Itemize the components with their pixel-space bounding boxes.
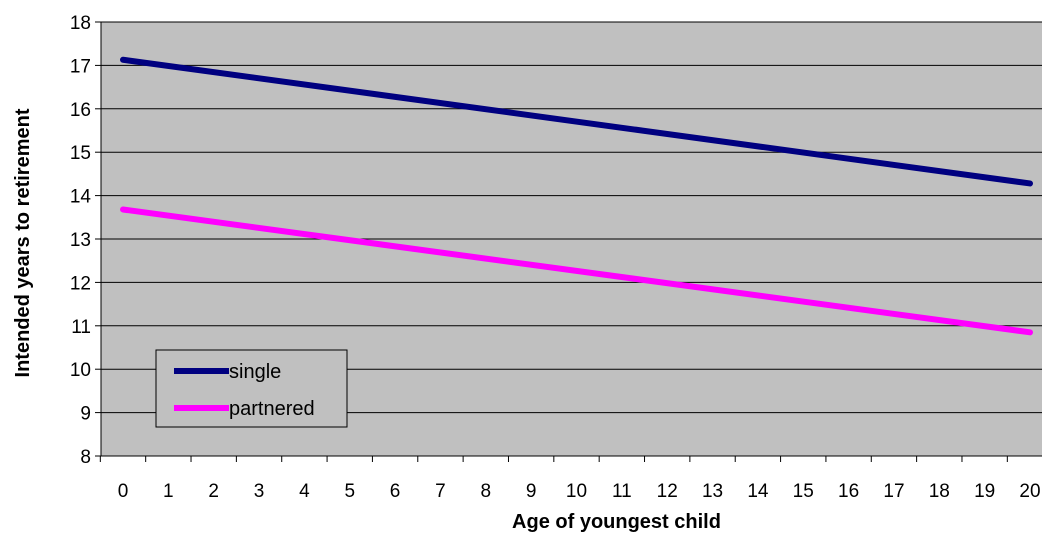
legend-label-partnered: partnered — [229, 398, 315, 420]
x-tick-label: 13 — [702, 481, 723, 502]
x-tick-label: 11 — [612, 481, 632, 502]
x-tick-label: 8 — [481, 481, 492, 502]
x-tick-label: 7 — [435, 481, 446, 502]
x-tick-label: 1 — [163, 481, 174, 502]
x-tick-label: 9 — [526, 481, 537, 502]
x-tick-label: 17 — [883, 481, 904, 502]
series-line-partnered — [120, 206, 1033, 336]
y-tick-label: 15 — [70, 143, 91, 164]
y-tick-label: 16 — [70, 100, 91, 121]
x-tick-label: 10 — [566, 481, 587, 502]
gridlines — [101, 21, 1042, 414]
y-tick-label: 8 — [80, 447, 91, 468]
x-axis-title: Age of youngest child — [512, 511, 721, 533]
x-tick-label: 6 — [390, 481, 401, 502]
x-tick-label: 16 — [838, 481, 859, 502]
x-tick-label: 19 — [974, 481, 995, 502]
y-tick-label: 11 — [71, 317, 91, 338]
legend-box — [155, 349, 348, 428]
x-tick-label: 20 — [1019, 481, 1040, 502]
series-line-single — [120, 56, 1033, 187]
y-tick-label: 13 — [70, 230, 91, 251]
x-tick-label: 18 — [929, 481, 950, 502]
y-tick-label: 17 — [70, 56, 91, 77]
x-tick-label: 3 — [254, 481, 265, 502]
y-tick-label: 12 — [70, 273, 91, 294]
legend-label-single: single — [229, 361, 281, 383]
legend: single partnered — [155, 349, 348, 428]
x-tick-label: 4 — [299, 481, 310, 502]
series-lines — [120, 56, 1033, 336]
x-tick-label: 2 — [208, 481, 219, 502]
x-tick-label: 15 — [793, 481, 814, 502]
y-tick-label: 18 — [70, 13, 91, 34]
x-tick-label: 5 — [344, 481, 355, 502]
x-tick-label: 12 — [657, 481, 678, 502]
y-axis-title: Intended years to retirement — [12, 108, 34, 377]
y-tick-label: 10 — [70, 360, 91, 381]
x-tick-label: 14 — [747, 481, 769, 502]
x-tick-label: 0 — [118, 481, 129, 502]
y-tick-label: 14 — [70, 187, 92, 208]
y-tick-label: 9 — [80, 404, 91, 425]
axes — [95, 21, 1042, 462]
